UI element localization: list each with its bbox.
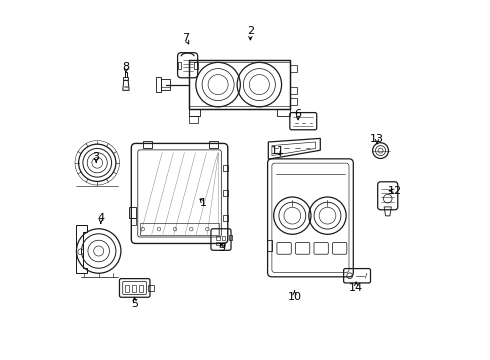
Text: 1: 1 bbox=[200, 198, 207, 208]
Text: 10: 10 bbox=[288, 292, 301, 302]
Text: 8: 8 bbox=[122, 62, 129, 72]
Text: 7: 7 bbox=[182, 33, 190, 43]
Bar bbox=[216, 236, 220, 239]
Text: 11: 11 bbox=[271, 146, 285, 156]
Bar bbox=[221, 242, 225, 245]
Bar bbox=[209, 141, 218, 148]
Bar bbox=[223, 190, 228, 196]
Bar bbox=[132, 285, 136, 292]
Text: 3: 3 bbox=[93, 152, 99, 162]
Text: 6: 6 bbox=[294, 109, 301, 119]
Bar bbox=[216, 242, 220, 245]
Bar bbox=[223, 165, 228, 171]
Bar bbox=[123, 77, 128, 80]
Text: 5: 5 bbox=[131, 299, 138, 309]
Text: 14: 14 bbox=[349, 283, 363, 293]
Text: 2: 2 bbox=[247, 26, 254, 36]
Text: 4: 4 bbox=[98, 213, 104, 222]
Bar bbox=[124, 285, 129, 292]
Bar bbox=[140, 224, 219, 235]
Text: 9: 9 bbox=[218, 243, 225, 253]
Bar bbox=[223, 215, 228, 221]
Bar bbox=[156, 77, 161, 93]
Text: 12: 12 bbox=[388, 186, 402, 196]
Bar bbox=[139, 285, 143, 292]
Bar bbox=[143, 141, 152, 148]
Bar bbox=[221, 236, 225, 239]
Text: 13: 13 bbox=[370, 134, 384, 144]
